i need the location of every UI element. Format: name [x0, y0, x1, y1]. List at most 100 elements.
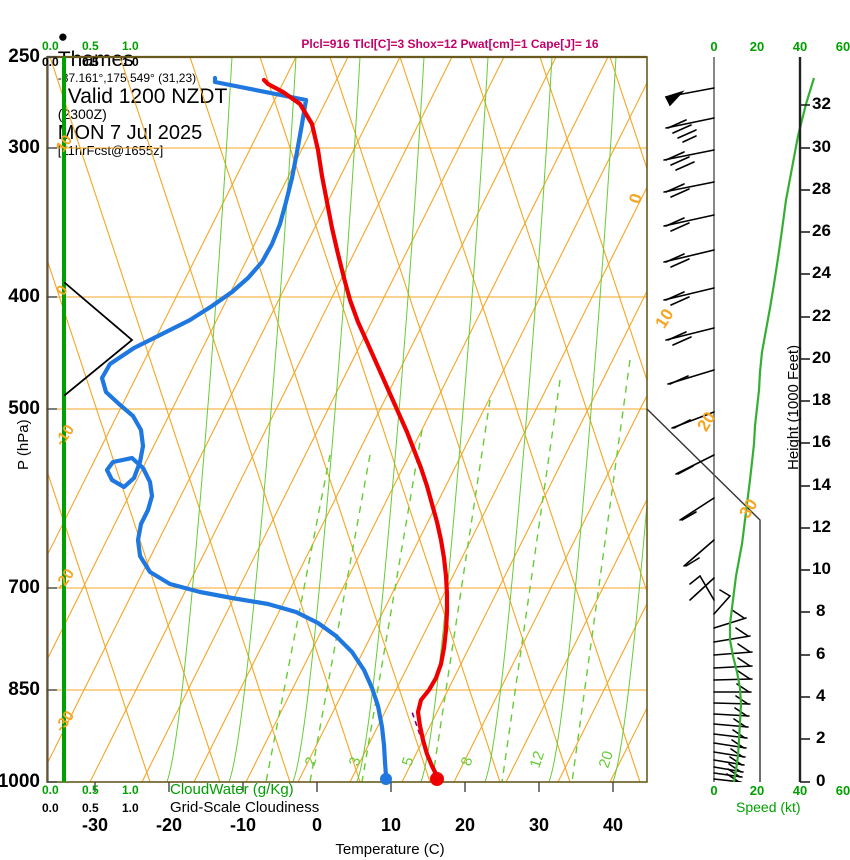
height-tick-6: 6: [816, 644, 826, 663]
height-tick-30: 30: [812, 137, 831, 156]
temperature-axis-label: Temperature (C): [335, 841, 445, 858]
height-tick-24: 24: [812, 263, 831, 282]
height-tick-16: 16: [812, 432, 831, 451]
speed-bottom-tick-0: 0: [710, 783, 718, 798]
height-tick-0: 0: [816, 771, 826, 790]
temperature-tick-10: 10: [380, 815, 402, 835]
speed-bottom-tick-60: 60: [835, 783, 850, 798]
cloudiness-axis-label: Grid-Scale Cloudiness: [170, 799, 320, 816]
speed-top-tick-60: 60: [835, 39, 850, 54]
pressure-tick-500: 500: [8, 398, 40, 419]
wind-barb: [713, 718, 749, 728]
wind-barb: [663, 181, 715, 198]
cloudiness-bottom-tick-0: 0.0: [42, 801, 59, 815]
height-tick-4: 4: [816, 686, 826, 705]
height-tick-20: 20: [812, 348, 831, 367]
cloudwater-top-tick-1: 0.5: [82, 39, 99, 53]
wind-barb: [675, 454, 715, 475]
height-tick-12: 12: [812, 517, 831, 536]
wind-barb: [713, 657, 753, 669]
speed-top-tick-40: 40: [792, 39, 808, 54]
height-tick-14: 14: [812, 475, 831, 494]
wind-barb: [713, 748, 746, 758]
temperature-tick-20: 20: [454, 815, 476, 835]
pressure-tick-250: 250: [8, 46, 40, 67]
surface-dewpoint-marker: [380, 773, 392, 785]
height-tick-28: 28: [812, 179, 831, 198]
height-tick-32: 32: [812, 94, 831, 113]
cloudiness-top-tick-1: 0.5: [82, 55, 99, 69]
wind-speed-trace: [728, 77, 816, 783]
pressure-tick-300: 300: [8, 137, 40, 158]
wind-barb: [713, 627, 751, 643]
wind-barb: [713, 763, 744, 773]
temperature-axis-ticks: [94, 782, 614, 792]
valid-time: Valid 1200 NZDT: [67, 85, 228, 108]
dewpoint-trace: [99, 75, 389, 779]
wind-barb: [665, 327, 715, 346]
wind-barb: [713, 739, 747, 749]
wind-barb: [663, 249, 715, 268]
speed-bottom-tick-40: 40: [792, 783, 808, 798]
speed-axis-label: Speed (kt): [736, 799, 801, 815]
cloudiness-top-tick-0: 0.0: [42, 55, 59, 69]
height-tick-8: 8: [816, 601, 826, 620]
station-coords: -37.161°,175.549° (31,23): [57, 71, 197, 85]
temperature-trace: [261, 77, 450, 779]
pressure-tick-1000: 1000: [0, 771, 40, 792]
wind-barb: [713, 695, 751, 705]
height-tick-2: 2: [816, 728, 826, 747]
temperature-tick-30: 30: [528, 815, 550, 835]
header-line: ● Thames -37.161°,175.549° (31,23) Valid…: [40, 12, 228, 175]
cloudwater-bottom-tick-1: 0.5: [82, 783, 99, 797]
speed-top-tick-20: 20: [749, 39, 765, 54]
stability-parameters: Plcl=916 Tlcl[C]=3 Shox=12 Pwat[cm]=1 Ca…: [301, 37, 599, 51]
wind-barb: [689, 577, 715, 601]
wind-barb: [713, 589, 731, 615]
wind-barb: [713, 729, 748, 739]
wind-barb: [683, 539, 715, 567]
pressure-axis-label: P (hPa): [15, 419, 32, 470]
forecast-stamp: [11hrFcst@1655z]: [57, 143, 164, 158]
temperature-tick-40: 40: [602, 815, 624, 835]
pressure-tick-700: 700: [8, 577, 40, 598]
station-marker-icon: ●: [57, 27, 69, 46]
speed-top-tick-0: 0: [710, 39, 718, 54]
cloudwater-axis-label: CloudWater (g/Kg): [170, 781, 294, 798]
wind-barb: [713, 683, 752, 693]
wind-barb: [713, 670, 753, 681]
moist-adiabat-lines: [160, 57, 647, 782]
wind-barb: [713, 773, 742, 782]
wind-barb: [679, 497, 715, 521]
wind-barbs-group: [663, 87, 753, 782]
isotherm-lines: [47, 57, 647, 782]
plot-frame: [46, 55, 761, 783]
pressure-tick-850: 850: [8, 679, 40, 700]
wind-barb: [713, 707, 750, 717]
temperature-tick--30: -30: [81, 815, 108, 835]
height-tick-18: 18: [812, 390, 831, 409]
mixing-ratio-lines: [265, 359, 631, 782]
cloudiness-profile: [64, 282, 134, 396]
cloudwater-bottom-tick-0: 0.0: [42, 783, 59, 797]
cloudwater-top-tick-2: 1.0: [122, 39, 139, 53]
pressure-tick-400: 400: [8, 286, 40, 307]
surface-temperature-marker: [430, 772, 444, 786]
wind-barb: [689, 575, 715, 601]
height-tick-10: 10: [812, 559, 831, 578]
pressure-axis-ticks: [47, 56, 57, 783]
height-tick-22: 22: [812, 306, 831, 325]
wind-barb: [671, 411, 715, 429]
cloudwater-bottom-tick-2: 1.0: [122, 783, 139, 797]
valid-date: MON 7 Jul 2025: [57, 122, 203, 144]
cloudwater-top-tick-0: 0.0: [42, 39, 59, 53]
cloudiness-bottom-tick-1: 0.5: [82, 801, 99, 815]
cloudiness-top-tick-2: 1.0: [122, 55, 139, 69]
height-axis-ticks: [800, 104, 810, 783]
cloudiness-bottom-tick-2: 1.0: [122, 801, 139, 815]
height-axis-label: Height (1000 Feet): [785, 344, 802, 470]
temperature-tick-0: 0: [311, 815, 322, 835]
wind-barb: [663, 149, 715, 171]
